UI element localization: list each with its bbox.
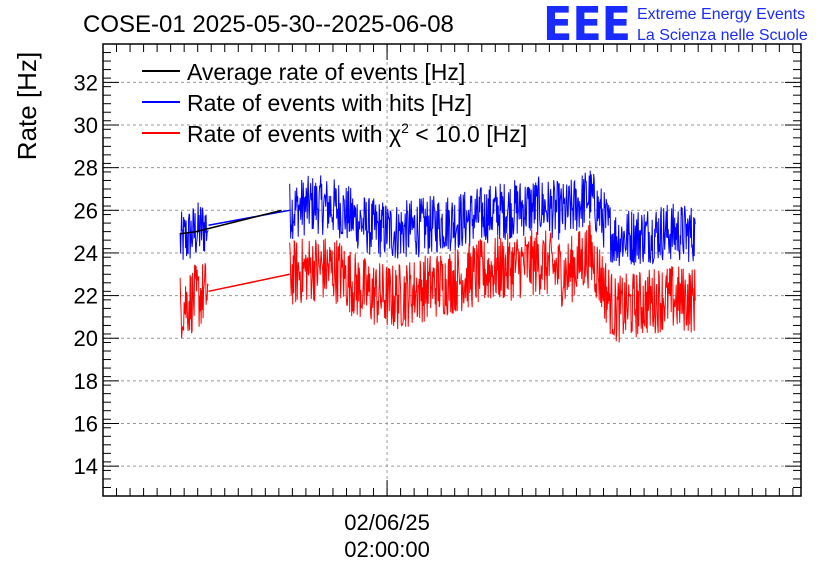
plot-area <box>103 44 801 496</box>
logo-line-2: La Scienza nelle Scuole <box>637 27 808 44</box>
x-tick-date-label: 02/06/25 <box>344 510 430 535</box>
legend-label-average: Average rate of events [Hz] <box>187 59 465 85</box>
series-chi2-gap-connector <box>208 273 290 293</box>
y-tick-label: 22 <box>74 284 98 309</box>
logo-line-1: Extreme Energy Events <box>637 6 805 23</box>
y-tick-label: 28 <box>74 156 98 181</box>
series-hits-segment-2 <box>289 170 696 266</box>
y-axis-label: Rate [Hz] <box>12 52 42 160</box>
series-average-line <box>179 209 282 235</box>
series-chi2-segment-1 <box>179 263 209 339</box>
chart-title: COSE-01 2025-05-30--2025-06-08 <box>83 11 454 38</box>
y-tick-label: 30 <box>74 113 98 138</box>
x-tick-time-label: 02:00:00 <box>344 537 430 562</box>
legend-label-hits: Rate of events with hits [Hz] <box>187 90 472 116</box>
y-tick-label: 16 <box>74 412 98 437</box>
series-layer <box>179 170 696 343</box>
legend-label-chi2: Rate of events with χ2 < 10.0 [Hz] <box>187 120 527 147</box>
y-tick-label: 26 <box>74 198 98 223</box>
series-hits-segment-1 <box>179 202 209 260</box>
eee-logo: EEE Extreme Energy Events La Scienza nel… <box>543 0 808 51</box>
y-tick-label: 18 <box>74 369 98 394</box>
series-chi2-segment-2 <box>289 220 696 343</box>
y-tick-label: 32 <box>74 70 98 95</box>
axes: 1416182022242628303202/06/2502:00:0009/0… <box>74 44 801 562</box>
y-tick-label: 20 <box>74 326 98 351</box>
y-tick-label: 24 <box>74 241 98 266</box>
y-tick-label: 14 <box>74 454 98 479</box>
plot-frame <box>102 43 802 497</box>
legend: Average rate of events [Hz] Rate of even… <box>142 59 527 147</box>
logo-mark: EEE <box>543 0 631 51</box>
